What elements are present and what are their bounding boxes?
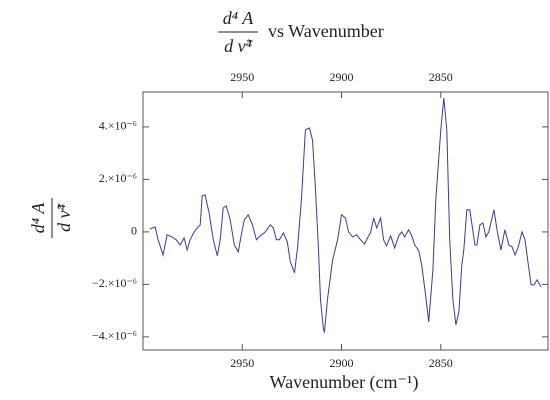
title: d⁴ A d ν̃⁴ vs Wavenumber: [218, 8, 384, 56]
x-tick-label-top: 2850: [429, 70, 453, 84]
title-text: vs Wavenumber: [268, 21, 384, 41]
y-label: d⁴ A d ν̃⁴: [28, 198, 74, 238]
y-tick-label: −4.×10⁻⁶: [92, 329, 137, 343]
y-label-denominator: d ν̃⁴: [54, 202, 74, 231]
title-numerator: d⁴ A: [223, 8, 254, 28]
plot-frame: [142, 91, 549, 351]
x-tick-label-top: 2950: [230, 70, 254, 84]
y-tick-label: 2.×10⁻⁶: [99, 171, 137, 185]
x-label: Wavenumber (cm⁻¹): [270, 372, 419, 393]
y-tick-label: 0: [131, 224, 137, 238]
x-tick-label: 2950: [230, 356, 254, 370]
x-tick-label: 2850: [429, 356, 453, 370]
y-tick-label: 4.×10⁻⁶: [99, 119, 137, 133]
y-tick-label: −2.×10⁻⁶: [92, 276, 137, 290]
data-line: [149, 97, 542, 334]
x-tick-label: 2900: [330, 356, 354, 370]
x-tick-label-top: 2900: [330, 70, 354, 84]
title-denominator: d ν̃⁴: [224, 36, 253, 56]
y-label-numerator: d⁴ A: [28, 202, 48, 233]
